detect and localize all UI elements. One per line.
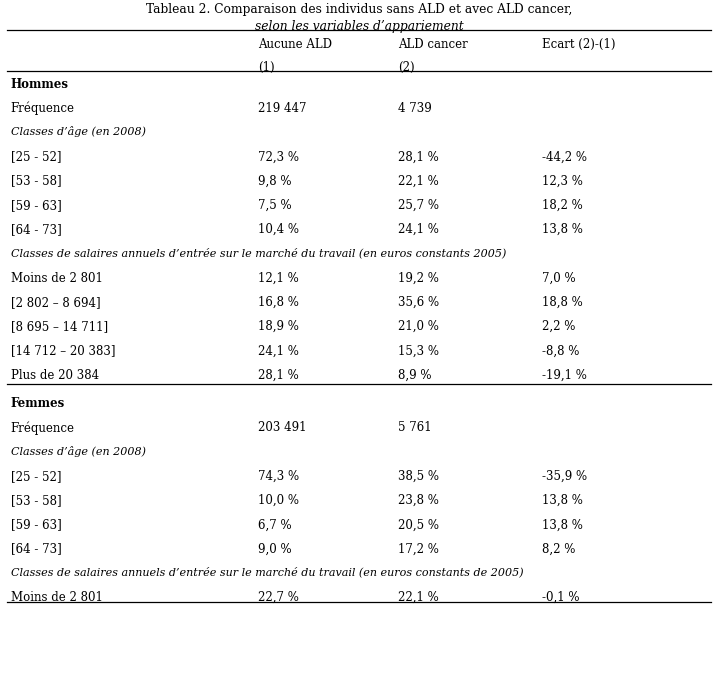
Text: -35,9 %: -35,9 % <box>542 470 587 483</box>
Text: 203 491: 203 491 <box>258 421 307 434</box>
Text: Fréquence: Fréquence <box>11 102 75 115</box>
Text: 13,8 %: 13,8 % <box>542 223 583 236</box>
Text: 28,1 %: 28,1 % <box>258 369 299 381</box>
Text: 21,0 %: 21,0 % <box>398 320 439 333</box>
Text: 22,1 %: 22,1 % <box>398 591 439 604</box>
Text: 18,8 %: 18,8 % <box>542 296 583 309</box>
Text: 13,8 %: 13,8 % <box>542 494 583 507</box>
Text: 24,1 %: 24,1 % <box>398 223 439 236</box>
Text: 17,2 %: 17,2 % <box>398 543 439 555</box>
Text: [53 - 58]: [53 - 58] <box>11 175 62 187</box>
Text: 9,8 %: 9,8 % <box>258 175 292 187</box>
Text: Hommes: Hommes <box>11 78 69 90</box>
Text: 7,0 %: 7,0 % <box>542 272 576 284</box>
Text: 10,0 %: 10,0 % <box>258 494 299 507</box>
Text: -44,2 %: -44,2 % <box>542 150 587 163</box>
Text: 35,6 %: 35,6 % <box>398 296 439 309</box>
Text: 9,0 %: 9,0 % <box>258 543 292 555</box>
Text: 16,8 %: 16,8 % <box>258 296 299 309</box>
Text: Femmes: Femmes <box>11 397 65 410</box>
Text: selon les variables d’appariement: selon les variables d’appariement <box>255 20 463 33</box>
Text: [8 695 – 14 711]: [8 695 – 14 711] <box>11 320 108 333</box>
Text: Ecart (2)-(1): Ecart (2)-(1) <box>542 38 615 51</box>
Text: 24,1 %: 24,1 % <box>258 344 299 357</box>
Text: 72,3 %: 72,3 % <box>258 150 299 163</box>
Text: (2): (2) <box>398 61 415 73</box>
Text: 8,9 %: 8,9 % <box>398 369 432 381</box>
Text: -19,1 %: -19,1 % <box>542 369 587 381</box>
Text: 219 447: 219 447 <box>258 102 307 115</box>
Text: 15,3 %: 15,3 % <box>398 344 439 357</box>
Text: Moins de 2 801: Moins de 2 801 <box>11 591 103 604</box>
Text: -8,8 %: -8,8 % <box>542 344 579 357</box>
Text: ALD cancer: ALD cancer <box>398 38 468 51</box>
Text: [25 - 52]: [25 - 52] <box>11 150 61 163</box>
Text: [59 - 63]: [59 - 63] <box>11 518 62 531</box>
Text: 10,4 %: 10,4 % <box>258 223 299 236</box>
Text: Moins de 2 801: Moins de 2 801 <box>11 272 103 284</box>
Text: 28,1 %: 28,1 % <box>398 150 439 163</box>
Text: 19,2 %: 19,2 % <box>398 272 439 284</box>
Text: 38,5 %: 38,5 % <box>398 470 439 483</box>
Text: 12,1 %: 12,1 % <box>258 272 299 284</box>
Text: 25,7 %: 25,7 % <box>398 199 439 212</box>
Text: (1): (1) <box>258 61 275 73</box>
Text: 6,7 %: 6,7 % <box>258 518 292 531</box>
Text: 13,8 %: 13,8 % <box>542 518 583 531</box>
Text: [14 712 – 20 383]: [14 712 – 20 383] <box>11 344 116 357</box>
Text: 18,9 %: 18,9 % <box>258 320 299 333</box>
Text: 74,3 %: 74,3 % <box>258 470 299 483</box>
Text: Tableau 2. Comparaison des individus sans ALD et avec ALD cancer,: Tableau 2. Comparaison des individus san… <box>146 3 572 16</box>
Text: 5 761: 5 761 <box>398 421 432 434</box>
Text: 4 739: 4 739 <box>398 102 432 115</box>
Text: Classes d’âge (en 2008): Classes d’âge (en 2008) <box>11 446 146 456</box>
Text: Classes d’âge (en 2008): Classes d’âge (en 2008) <box>11 126 146 137</box>
Text: 22,1 %: 22,1 % <box>398 175 439 187</box>
Text: 12,3 %: 12,3 % <box>542 175 583 187</box>
Text: [2 802 – 8 694]: [2 802 – 8 694] <box>11 296 101 309</box>
Text: 23,8 %: 23,8 % <box>398 494 439 507</box>
Text: -0,1 %: -0,1 % <box>542 591 579 604</box>
Text: 8,2 %: 8,2 % <box>542 543 575 555</box>
Text: 18,2 %: 18,2 % <box>542 199 583 212</box>
Text: Classes de salaires annuels d’entrée sur le marché du travail (en euros constant: Classes de salaires annuels d’entrée sur… <box>11 247 506 258</box>
Text: [64 - 73]: [64 - 73] <box>11 543 62 555</box>
Text: [53 - 58]: [53 - 58] <box>11 494 62 507</box>
Text: Fréquence: Fréquence <box>11 421 75 435</box>
Text: 7,5 %: 7,5 % <box>258 199 292 212</box>
Text: 22,7 %: 22,7 % <box>258 591 299 604</box>
Text: Plus de 20 384: Plus de 20 384 <box>11 369 99 381</box>
Text: Aucune ALD: Aucune ALD <box>258 38 332 51</box>
Text: 2,2 %: 2,2 % <box>542 320 575 333</box>
Text: [64 - 73]: [64 - 73] <box>11 223 62 236</box>
Text: [25 - 52]: [25 - 52] <box>11 470 61 483</box>
Text: 20,5 %: 20,5 % <box>398 518 439 531</box>
Text: Classes de salaires annuels d’entrée sur le marché du travail (en euros constant: Classes de salaires annuels d’entrée sur… <box>11 567 523 578</box>
Text: [59 - 63]: [59 - 63] <box>11 199 62 212</box>
